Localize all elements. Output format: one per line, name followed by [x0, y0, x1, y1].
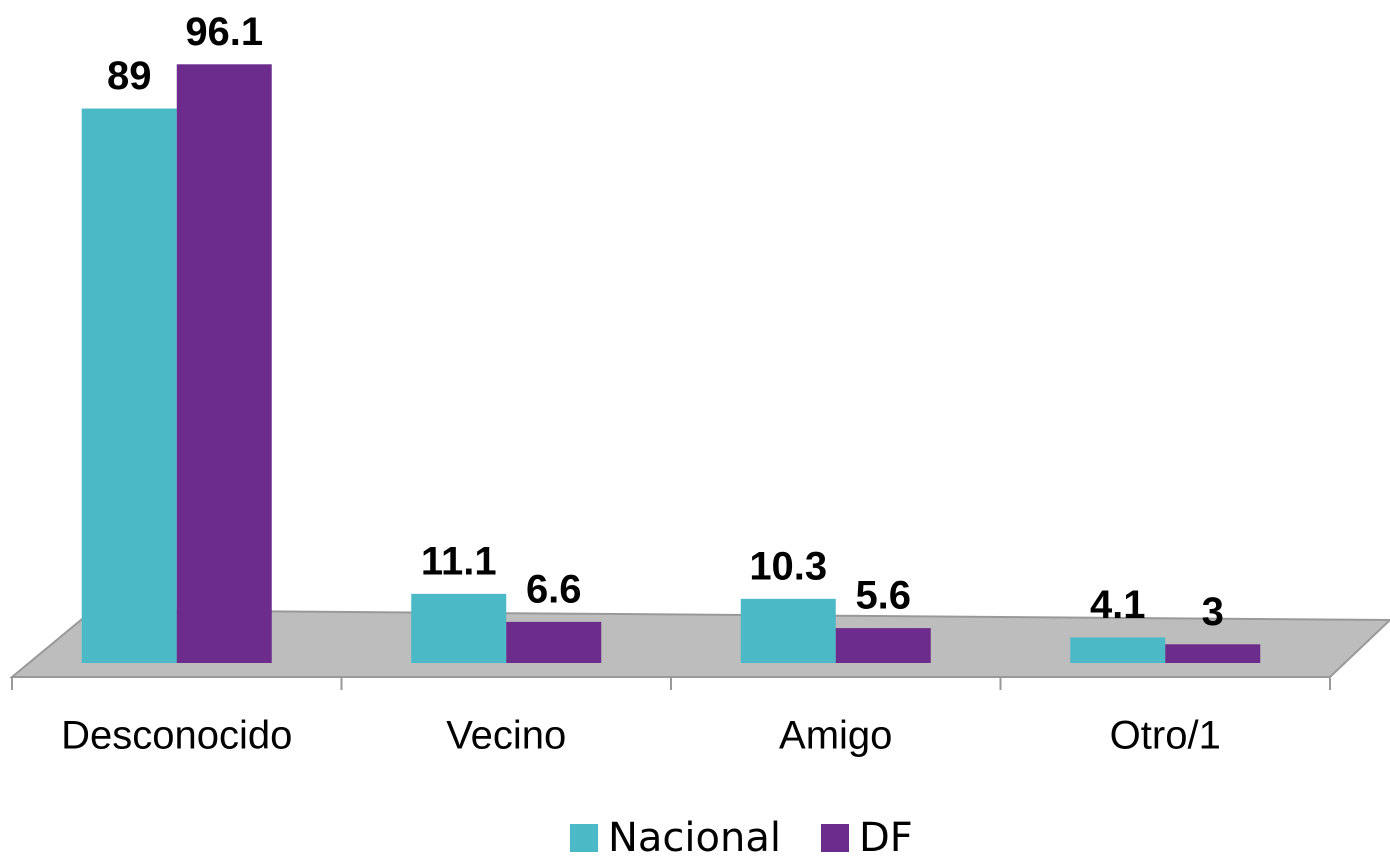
data-label: 89 — [107, 54, 152, 98]
bar — [1165, 644, 1261, 663]
x-tick-label: Amigo — [779, 714, 892, 758]
data-label: 6.6 — [526, 567, 582, 611]
bar — [81, 108, 177, 663]
bar — [176, 64, 272, 663]
x-tick-label: Vecino — [446, 714, 566, 758]
data-label: 4.1 — [1090, 583, 1146, 627]
bar — [1070, 637, 1166, 663]
x-tick-label: Desconocido — [61, 714, 292, 758]
x-tick-label: Otro/1 — [1110, 714, 1221, 758]
bar — [506, 621, 602, 663]
legend-label: DF — [859, 815, 913, 856]
legend-label: Nacional — [608, 815, 781, 856]
data-label: 96.1 — [185, 10, 263, 54]
bar — [411, 593, 507, 663]
data-label: 5.6 — [855, 574, 911, 618]
legend-swatch — [821, 824, 849, 852]
bar — [835, 628, 931, 663]
data-label: 11.1 — [421, 539, 497, 583]
data-label: 3 — [1202, 590, 1224, 634]
data-label: 10.3 — [749, 544, 827, 588]
legend-swatch — [570, 824, 598, 852]
bar — [740, 598, 836, 663]
